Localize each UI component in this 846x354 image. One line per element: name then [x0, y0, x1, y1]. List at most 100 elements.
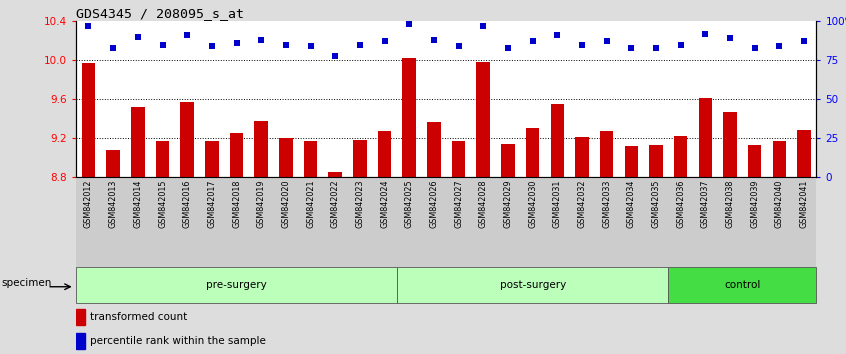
- Bar: [452, 141, 465, 354]
- Text: specimen: specimen: [2, 278, 52, 288]
- Bar: [624, 146, 638, 354]
- Bar: [76, 309, 85, 325]
- Text: pre-surgery: pre-surgery: [206, 280, 266, 290]
- Text: GSM842036: GSM842036: [676, 180, 685, 228]
- Text: GSM842017: GSM842017: [207, 180, 217, 228]
- Text: GSM842037: GSM842037: [700, 180, 710, 228]
- Point: [649, 45, 662, 51]
- Point: [476, 23, 490, 29]
- Text: GSM842041: GSM842041: [799, 180, 809, 228]
- Text: GSM842031: GSM842031: [552, 180, 562, 228]
- Point: [600, 39, 613, 44]
- Bar: [575, 137, 589, 354]
- Bar: [255, 121, 268, 354]
- Point: [403, 22, 416, 27]
- Bar: [427, 121, 441, 354]
- Text: GSM842024: GSM842024: [380, 180, 389, 228]
- Point: [551, 33, 564, 38]
- Bar: [772, 141, 786, 354]
- Point: [353, 42, 366, 47]
- Point: [180, 33, 194, 38]
- Bar: [304, 141, 317, 354]
- Bar: [600, 131, 613, 354]
- Bar: [668, 267, 816, 303]
- Text: GSM842033: GSM842033: [602, 180, 611, 228]
- Text: GSM842029: GSM842029: [503, 180, 513, 228]
- Text: GSM842039: GSM842039: [750, 180, 759, 228]
- Bar: [723, 112, 737, 354]
- Point: [699, 31, 712, 36]
- Text: control: control: [724, 280, 761, 290]
- Text: GSM842015: GSM842015: [158, 180, 167, 228]
- Text: GSM842022: GSM842022: [331, 180, 340, 228]
- Text: GSM842020: GSM842020: [282, 180, 290, 228]
- Text: GSM842019: GSM842019: [256, 180, 266, 228]
- Point: [156, 42, 169, 47]
- Text: post-surgery: post-surgery: [499, 280, 566, 290]
- Text: percentile rank within the sample: percentile rank within the sample: [90, 336, 266, 346]
- Point: [230, 40, 244, 46]
- Text: GSM842027: GSM842027: [454, 180, 463, 228]
- Bar: [131, 107, 145, 354]
- Point: [748, 45, 761, 51]
- Point: [328, 53, 342, 58]
- Text: GSM842032: GSM842032: [578, 180, 586, 228]
- Bar: [403, 58, 416, 354]
- Text: GSM842023: GSM842023: [355, 180, 365, 228]
- Bar: [476, 62, 490, 354]
- Point: [378, 39, 392, 44]
- Point: [772, 43, 786, 49]
- Bar: [353, 140, 366, 354]
- Text: GSM842038: GSM842038: [726, 180, 734, 228]
- Text: GSM842021: GSM842021: [306, 180, 315, 228]
- Point: [255, 37, 268, 43]
- Text: GDS4345 / 208095_s_at: GDS4345 / 208095_s_at: [76, 7, 244, 20]
- Point: [674, 42, 688, 47]
- Point: [501, 45, 514, 51]
- Point: [205, 43, 218, 49]
- Bar: [526, 129, 540, 354]
- Bar: [674, 136, 688, 354]
- Bar: [205, 141, 218, 354]
- Bar: [76, 333, 85, 349]
- Point: [797, 39, 810, 44]
- Point: [452, 43, 465, 49]
- Text: GSM842014: GSM842014: [134, 180, 142, 228]
- Bar: [649, 145, 662, 354]
- Text: GSM842030: GSM842030: [528, 180, 537, 228]
- Text: GSM842040: GSM842040: [775, 180, 784, 228]
- Text: GSM842034: GSM842034: [627, 180, 636, 228]
- Point: [723, 35, 737, 41]
- Bar: [397, 267, 668, 303]
- Text: GSM842016: GSM842016: [183, 180, 192, 228]
- Bar: [180, 102, 194, 354]
- Point: [575, 42, 589, 47]
- Bar: [107, 150, 120, 354]
- Bar: [699, 98, 712, 354]
- Bar: [230, 133, 244, 354]
- Bar: [279, 138, 293, 354]
- Text: transformed count: transformed count: [90, 312, 187, 322]
- Point: [304, 43, 317, 49]
- Bar: [82, 63, 96, 354]
- Bar: [748, 145, 761, 354]
- Text: GSM842025: GSM842025: [404, 180, 414, 228]
- Point: [279, 42, 293, 47]
- Text: GSM842012: GSM842012: [84, 180, 93, 228]
- Bar: [378, 131, 392, 354]
- Point: [624, 45, 638, 51]
- Point: [131, 34, 145, 40]
- Bar: [328, 172, 342, 354]
- Point: [427, 37, 441, 43]
- Text: GSM842035: GSM842035: [651, 180, 661, 228]
- Bar: [501, 144, 514, 354]
- Bar: [156, 141, 169, 354]
- Point: [526, 39, 540, 44]
- Bar: [76, 267, 397, 303]
- Point: [82, 23, 96, 29]
- Text: GSM842018: GSM842018: [232, 180, 241, 228]
- Text: GSM842026: GSM842026: [430, 180, 438, 228]
- Text: GSM842028: GSM842028: [479, 180, 488, 228]
- Bar: [551, 104, 564, 354]
- Bar: [797, 130, 810, 354]
